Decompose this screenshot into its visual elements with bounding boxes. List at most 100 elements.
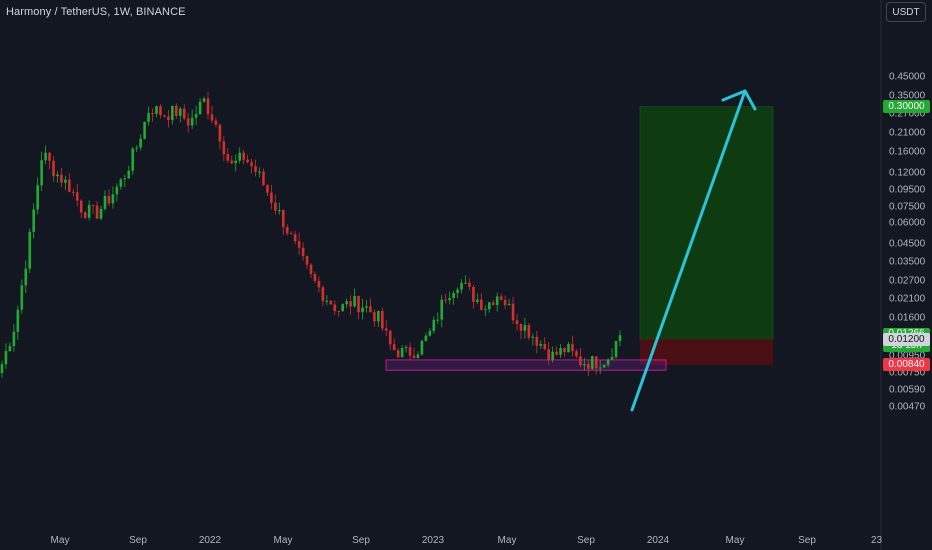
candle-body [606,359,610,365]
candle-body [305,256,309,265]
candle-body [583,364,586,366]
price-tick-label: 0.02700 [889,275,926,287]
candle-body [523,324,527,331]
candle-body [147,113,150,122]
candle-body [428,330,432,336]
candles-group [0,92,622,378]
candle-body [95,205,99,219]
price-tick-label: 0.21000 [889,127,926,138]
candle-body [107,195,111,204]
time-tick-label: May [50,535,70,546]
candle-body [448,297,451,301]
candle-body [159,106,162,116]
bar-countdown: 1d 15h [891,340,922,352]
candle-body [313,274,317,281]
candle-body [258,171,261,173]
candle-body [60,174,63,183]
candle-body [491,302,495,306]
candle-body [563,348,566,353]
time-tick-label: May [725,535,745,546]
candle-body [404,347,408,349]
candle-body [329,300,333,305]
price-tick-label: 0.04500 [889,238,926,250]
price-tick-label: 0.07500 [889,201,926,213]
support-zone-box [385,359,667,371]
candle-body [0,364,4,374]
stop-loss-zone [640,339,773,365]
candle-body [618,335,622,341]
candle-body [587,364,590,369]
candle-body [230,160,234,164]
projection-arrow [630,89,757,412]
price-tick-label: 0.00470 [889,401,926,413]
candle-body [337,311,341,313]
candle-body [56,174,59,177]
candle-body [64,179,67,183]
candle-body [285,227,289,234]
candle-body [341,304,344,312]
currency-selector[interactable]: USDT [886,2,926,22]
candle-body [28,231,32,269]
candle-body [365,306,368,308]
candle-body [182,108,186,119]
candle-body [72,191,75,193]
candle-body [139,138,142,148]
stop-price-tag: 0.00840 [883,358,930,372]
price-tick-label: 0.16000 [889,146,926,158]
candle-body [52,160,55,177]
candle-body [270,192,273,203]
candle-body [274,202,277,211]
candle-body [178,108,182,116]
candle-body [186,118,190,126]
candle-body [194,114,198,118]
candle-body [155,106,158,114]
candle-body [206,98,210,115]
entry-price-tag: 0.01200 [883,332,930,346]
candle-body [480,299,483,310]
candle-body [123,178,127,180]
candle-body [420,340,424,355]
candle-body [432,319,436,331]
candle-body [317,280,321,288]
candle-body [361,307,364,313]
candle-body [416,354,420,359]
arrow-head-left [721,89,747,102]
time-tick-label: Sep [798,535,816,546]
candle-body [79,200,83,213]
candle-body [246,159,249,163]
candle-body [281,210,285,228]
candle-body [594,356,598,369]
candle-body [202,98,206,102]
price-tick-label: 0.27000 [889,108,926,120]
candle-body [12,331,16,346]
candle-body [131,148,135,171]
candle-body [598,367,602,369]
candle-body [151,113,154,115]
candle-body [163,115,166,117]
candle-body [48,152,51,161]
candle-body [555,351,558,355]
candle-body [293,234,297,242]
candle-body [384,328,388,331]
time-tick-label: 2022 [198,535,222,546]
candle-body [103,195,107,209]
candle-body [16,309,20,332]
candle-body [412,355,416,359]
candle-body [527,324,531,338]
candle-body [83,212,87,218]
time-tick-label: 23 [871,535,883,546]
candle-body [262,171,265,186]
candle-body [24,268,28,286]
candle-body [222,141,226,155]
candle-body [602,364,606,368]
price-tick-label: 0.06000 [889,217,926,229]
candle-body [325,300,329,302]
candle-body [218,124,222,142]
candle-body [436,319,440,321]
price-tick-label: 0.12000 [889,167,926,179]
candle-body [8,345,12,351]
candle-body [87,204,91,218]
candle-body [396,350,400,358]
symbol-title[interactable]: Harmony / TetherUS, 1W, BINANCE [6,6,186,18]
